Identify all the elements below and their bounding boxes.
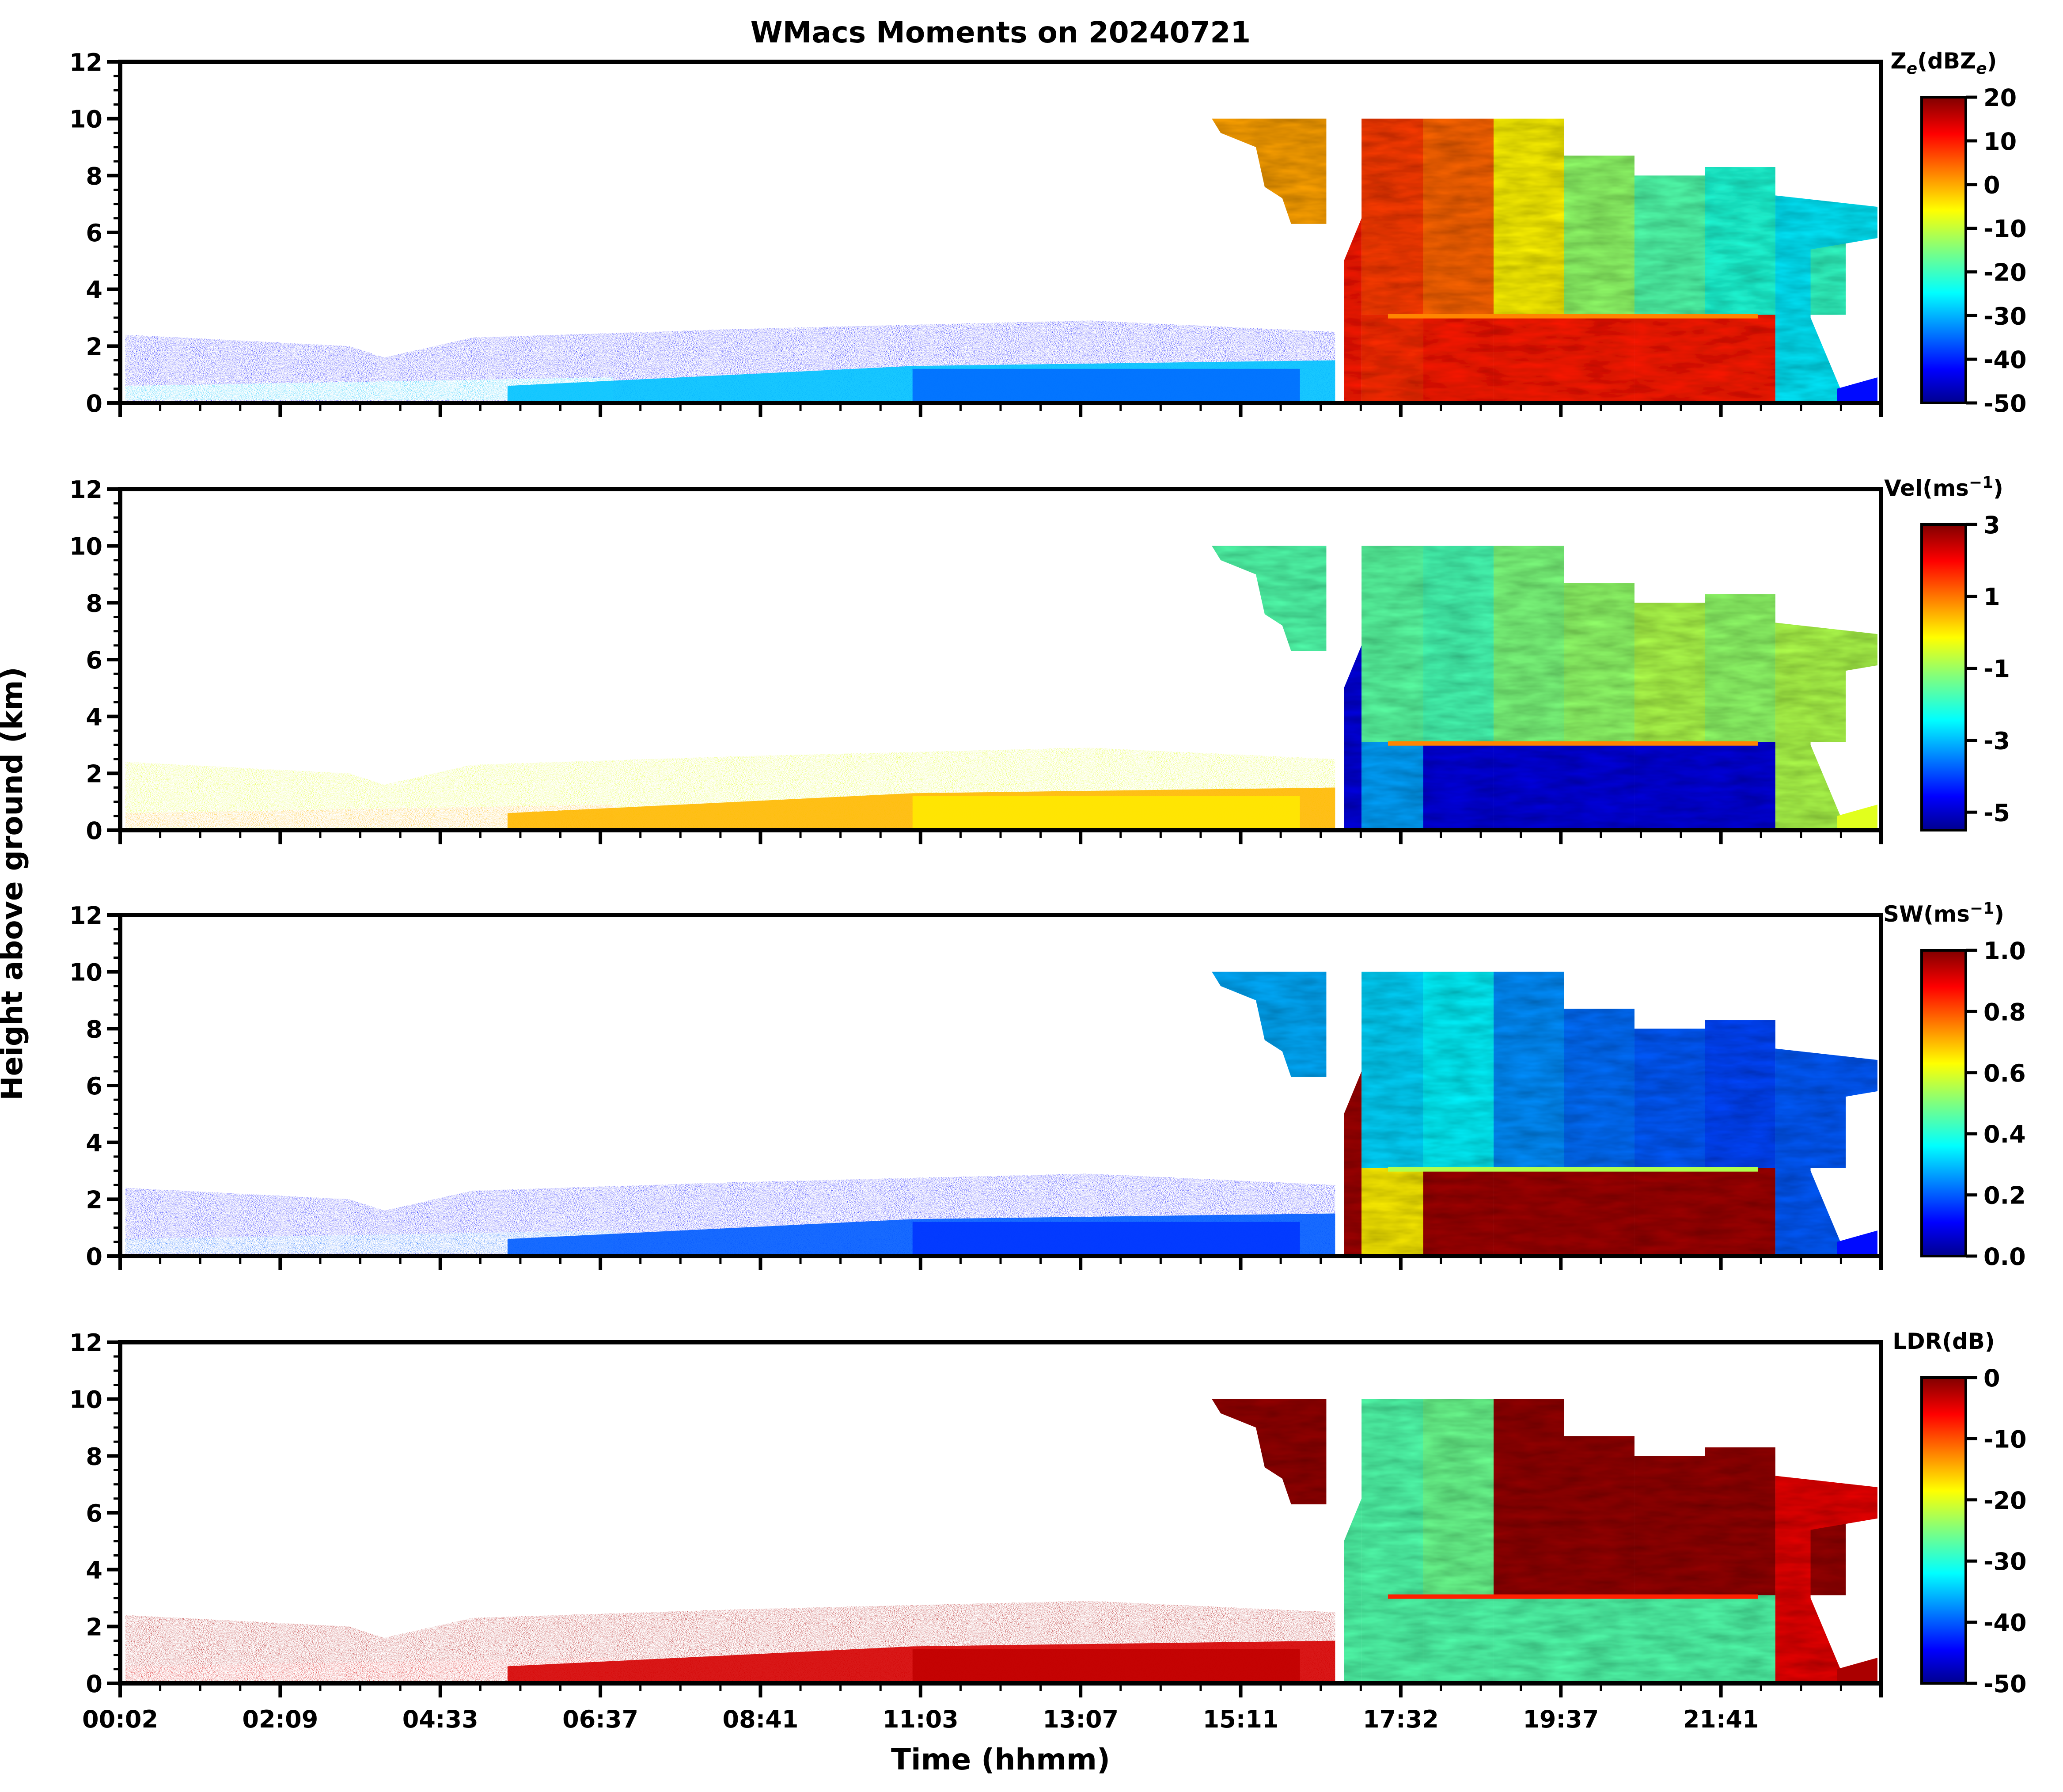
data-field	[125, 972, 1878, 1255]
y-tick-label: 4	[86, 703, 102, 731]
colorbar-tick-label: 0.6	[1983, 1059, 2026, 1087]
y-tick-label: 8	[86, 162, 102, 190]
colorbar-tick-label: 1.0	[1983, 937, 2026, 965]
colorbar-frame	[1920, 1376, 1967, 1685]
y-tick-label: 8	[86, 589, 102, 617]
colorbar	[1922, 1378, 1966, 1683]
colorbar-tick-label: -10	[1983, 1425, 2027, 1453]
y-tick-label: 2	[86, 1613, 102, 1641]
y-tick-label: 6	[86, 1500, 102, 1527]
colorbar-tick-label: 1	[1983, 583, 2000, 611]
colorbar-tick-label: 0	[1983, 1364, 2000, 1392]
colorbar-frame	[1920, 949, 1967, 1257]
colorbar-tick-label: 10	[1983, 128, 2017, 156]
x-tick-label: 04:33	[402, 1705, 478, 1733]
y-tick-label: 10	[69, 106, 102, 133]
y-tick-label: 12	[69, 476, 102, 504]
y-tick-label: 8	[86, 1443, 102, 1470]
y-tick-label: 6	[86, 646, 102, 674]
colorbar-tick-label: -20	[1983, 258, 2027, 286]
colorbar-tick-label: -20	[1983, 1487, 2027, 1515]
data-field	[125, 1399, 1878, 1682]
colorbar-frame	[1920, 523, 1967, 831]
x-tick-label: 06:37	[562, 1705, 638, 1733]
x-tick-label: 13:07	[1043, 1705, 1119, 1733]
colorbar-tick-label: -10	[1983, 215, 2027, 243]
colorbar-label: Ze(dBZe)	[1891, 48, 1997, 78]
y-tick-label: 6	[86, 1072, 102, 1100]
x-axis-label: Time (hhmm)	[891, 1743, 1110, 1777]
y-tick-label: 2	[86, 760, 102, 788]
x-tick-label: 21:41	[1683, 1705, 1759, 1733]
colorbar-tick-label: 0.4	[1983, 1120, 2026, 1148]
panel-velocity: 0 2 4 6 8 10 12 3 1 -1 -3 -5 Vel(ms−1)	[69, 474, 2010, 845]
colorbar-tick-label: 0	[1983, 171, 2000, 199]
y-tick-label: 12	[69, 1329, 102, 1357]
panel-reflectivity: 0 2 4 6 8 10 12 20 10 0 -10 -20 -30 -40 -50 Ze(dBZe)	[69, 48, 2027, 418]
panel-ldr: 0 2 4 6 8 10 12 00:02 02:09 04:33 06:37 08:41 11:03 1…	[69, 1329, 2027, 1733]
panel-spectrum_width: 0 2 4 6 8 10 12 1.0 0.8 0.6 0.4 0.2 0.0 SW(ms−1)	[69, 900, 2026, 1271]
colorbar-tick-label: -1	[1983, 655, 2010, 683]
colorbar-tick-label: -5	[1983, 799, 2010, 827]
y-tick-label: 10	[69, 533, 102, 561]
y-tick-label: 10	[69, 1386, 102, 1414]
colorbar-label: Vel(ms−1)	[1884, 474, 2003, 501]
y-tick-label: 2	[86, 1186, 102, 1214]
colorbar-tick-label: 0.0	[1983, 1243, 2026, 1271]
colorbar-tick-label: 0.8	[1983, 998, 2026, 1026]
y-tick-label: 10	[69, 959, 102, 987]
figure-title: WMacs Moments on 20240721	[751, 15, 1251, 49]
x-tick-label: 15:11	[1203, 1705, 1279, 1733]
y-tick-label: 12	[69, 902, 102, 930]
colorbar-tick-label: -40	[1983, 346, 2027, 374]
colorbar-tick-label: 3	[1983, 511, 2000, 539]
colorbar-frame	[1920, 96, 1967, 404]
colorbar	[1922, 524, 1966, 830]
y-tick-label: 2	[86, 333, 102, 361]
y-tick-label: 0	[86, 817, 102, 845]
y-tick-label: 4	[86, 1129, 102, 1157]
y-tick-label: 0	[86, 390, 102, 418]
y-tick-label: 12	[69, 49, 102, 76]
colorbar-tick-label: -30	[1983, 302, 2027, 330]
y-tick-label: 6	[86, 219, 102, 247]
data-field	[125, 546, 1878, 829]
x-tick-label: 17:32	[1363, 1705, 1439, 1733]
colorbar-tick-label: -3	[1983, 727, 2010, 755]
colorbar-tick-label: 20	[1983, 84, 2017, 112]
colorbar-tick-label: -50	[1983, 390, 2027, 418]
x-tick-label: 19:37	[1523, 1705, 1599, 1733]
colorbar-tick-label: -50	[1983, 1670, 2027, 1698]
colorbar	[1922, 950, 1966, 1256]
y-tick-label: 4	[86, 276, 102, 304]
colorbar-tick-label: -30	[1983, 1548, 2027, 1576]
y-axis-label: Height above ground (km)	[0, 667, 29, 1101]
data-field	[125, 118, 1878, 402]
x-tick-label: 11:03	[883, 1705, 959, 1733]
colorbar-label: SW(ms−1)	[1883, 900, 2004, 927]
y-tick-label: 8	[86, 1015, 102, 1043]
colorbar-tick-label: -40	[1983, 1609, 2027, 1637]
colorbar	[1922, 97, 1966, 403]
x-tick-label: 02:09	[242, 1705, 318, 1733]
x-tick-label: 08:41	[723, 1705, 799, 1733]
x-tick-label: 00:02	[82, 1705, 158, 1733]
y-tick-label: 4	[86, 1557, 102, 1584]
y-tick-label: 0	[86, 1243, 102, 1271]
y-tick-label: 0	[86, 1670, 102, 1698]
colorbar-label: LDR(dB)	[1892, 1329, 1995, 1354]
colorbar-tick-label: 0.2	[1983, 1182, 2026, 1210]
